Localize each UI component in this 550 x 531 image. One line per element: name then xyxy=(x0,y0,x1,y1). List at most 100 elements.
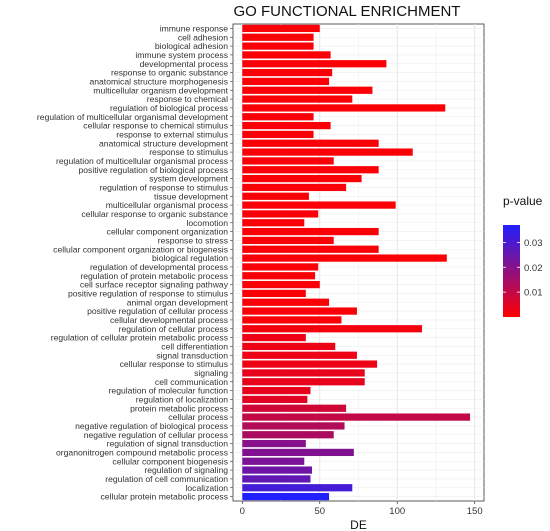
category-label: regulation of biological process xyxy=(110,103,228,113)
bar xyxy=(242,333,306,342)
bar xyxy=(242,404,347,412)
category-label: anatomical structure morphogenesis xyxy=(89,76,228,86)
category-label: protein metabolic process xyxy=(130,403,228,413)
bar xyxy=(242,439,306,448)
bar xyxy=(242,413,471,421)
category-label: developmental process xyxy=(140,59,228,69)
bar xyxy=(242,174,362,183)
bar xyxy=(242,342,336,351)
legend-colorbar xyxy=(503,225,520,317)
bar xyxy=(242,298,330,306)
bar xyxy=(242,307,357,315)
bar xyxy=(242,457,305,465)
bar xyxy=(242,254,447,262)
category-label: negative regulation of biological proces… xyxy=(75,421,228,431)
category-label: response to chemical xyxy=(147,94,228,104)
category-label: multicellular organism development xyxy=(93,85,228,95)
bar xyxy=(242,210,319,218)
bar xyxy=(242,77,330,86)
bar xyxy=(242,422,345,430)
x-axis-ticks: 0 50 100 150 xyxy=(240,501,483,517)
bar xyxy=(242,104,446,112)
bars xyxy=(242,24,471,501)
category-label: tissue development xyxy=(154,191,229,201)
bar xyxy=(242,378,365,386)
category-label: cellular component biogenesis xyxy=(112,456,228,466)
category-label: anatomical structure development xyxy=(99,138,229,148)
bar xyxy=(242,280,320,289)
bar xyxy=(242,192,309,200)
bar xyxy=(242,227,379,236)
bar xyxy=(242,219,305,227)
category-label: cellular component organization xyxy=(107,227,229,237)
bar xyxy=(242,386,311,395)
bar xyxy=(242,183,347,192)
chart-title: GO FUNCTIONAL ENRICHMENT xyxy=(234,3,461,20)
bar xyxy=(242,466,313,474)
bar xyxy=(242,157,334,165)
category-label: regulation of cell communication xyxy=(105,474,228,484)
category-label: cellular developmental process xyxy=(110,315,228,325)
legend-ticks: 0.01 0.02 0.03 xyxy=(503,238,543,299)
legend-tick-label: 0.01 xyxy=(524,288,543,299)
category-label: regulation of molecular function xyxy=(109,386,229,396)
category-label: cell communication xyxy=(155,377,228,387)
category-label: immune system process xyxy=(135,50,228,60)
category-label: multicellular organismal process xyxy=(106,200,228,210)
category-label: regulation of multicellular organismal p… xyxy=(56,156,228,166)
bar xyxy=(242,289,306,298)
category-label: regulation of response to stimulus xyxy=(100,182,229,192)
category-label: localization xyxy=(185,483,228,493)
bar xyxy=(242,121,331,130)
bar xyxy=(242,86,373,94)
category-label: cellular response to chemical stimulus xyxy=(83,121,228,131)
category-label: regulation of cellular protein metabolic… xyxy=(51,333,228,343)
category-label: signal transduction xyxy=(156,350,228,360)
bar xyxy=(242,316,342,324)
bar xyxy=(242,113,314,121)
legend-title: p-value xyxy=(503,194,543,208)
category-label: cellular response to organic substance xyxy=(81,209,228,219)
bar xyxy=(242,431,334,439)
category-label: biological regulation xyxy=(152,253,228,263)
bar xyxy=(242,272,316,280)
bar xyxy=(242,130,314,139)
bar xyxy=(242,166,379,174)
x-tick-label: 150 xyxy=(467,506,483,517)
bar xyxy=(242,395,308,404)
category-label: regulation of protein metabolic process xyxy=(80,271,228,281)
category-label: response to stress xyxy=(158,235,228,245)
bar xyxy=(242,95,353,103)
category-label: response to external stimulus xyxy=(116,129,228,139)
category-label: response to stimulus xyxy=(149,147,228,157)
bar xyxy=(242,325,423,333)
bar xyxy=(242,68,333,77)
category-label: regulation of signaling xyxy=(144,465,228,475)
category-label: cellular response to stimulus xyxy=(120,359,228,369)
bar xyxy=(242,236,334,245)
bar xyxy=(242,60,387,68)
category-label: cell differentiation xyxy=(161,341,228,351)
bar xyxy=(242,51,331,59)
category-label: cellular process xyxy=(168,412,228,422)
bar xyxy=(242,492,330,501)
legend-tick-label: 0.03 xyxy=(524,238,543,249)
x-tick-label: 100 xyxy=(389,506,405,517)
category-label: cellular protein metabolic process xyxy=(100,492,228,502)
bar xyxy=(242,448,354,457)
bar xyxy=(242,33,314,41)
category-label: cell surface receptor signaling pathway xyxy=(80,280,229,290)
category-label: negative regulation of cellular process xyxy=(84,430,228,440)
bar xyxy=(242,148,413,156)
category-label: regulation of signal transduction xyxy=(107,439,229,449)
category-label: response to organic substance xyxy=(111,68,228,78)
x-tick-label: 0 xyxy=(240,506,245,517)
category-label: regulation of developmental process xyxy=(90,262,228,272)
category-label: signaling xyxy=(194,368,228,378)
category-label: system development xyxy=(149,174,228,184)
category-label: animal organ development xyxy=(127,297,229,307)
category-label: positive regulation of biological proces… xyxy=(78,165,228,175)
category-label: regulation of localization xyxy=(136,394,228,404)
